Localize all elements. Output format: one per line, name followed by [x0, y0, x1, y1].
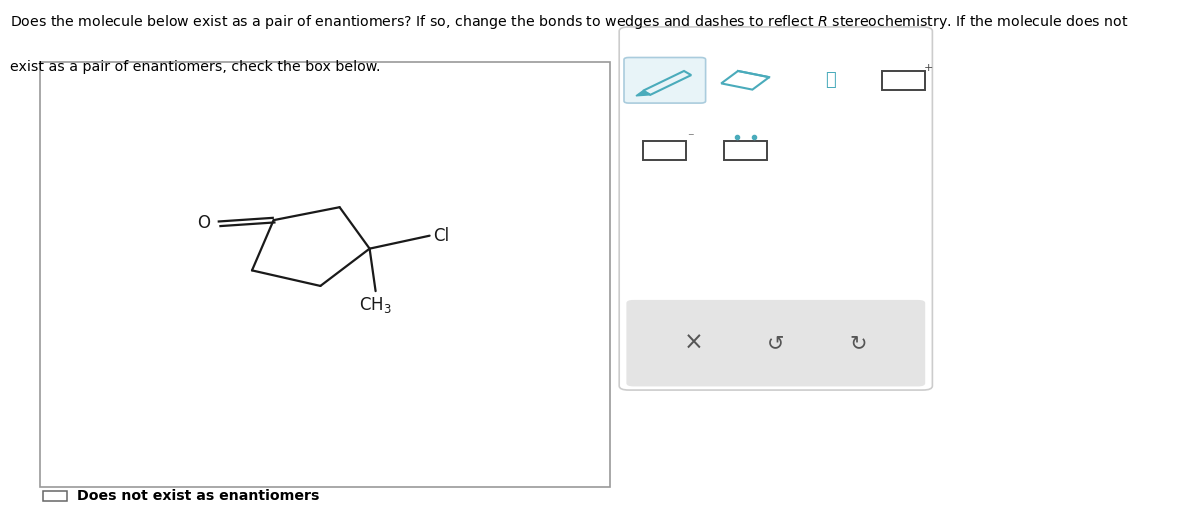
Polygon shape: [636, 91, 650, 96]
Text: Cl: Cl: [433, 227, 449, 244]
Bar: [43, 491, 67, 501]
Text: ⁻: ⁻: [686, 131, 694, 145]
Bar: [643, 141, 686, 160]
Text: ×: ×: [684, 331, 703, 355]
Text: CH$_3$: CH$_3$: [359, 295, 392, 315]
Text: +: +: [924, 63, 934, 73]
FancyBboxPatch shape: [626, 300, 925, 386]
Bar: [724, 141, 767, 160]
Text: O: O: [197, 214, 210, 232]
Text: ↻: ↻: [850, 333, 866, 353]
Text: exist as a pair of enantiomers, check the box below.: exist as a pair of enantiomers, check th…: [10, 60, 380, 74]
FancyBboxPatch shape: [624, 57, 706, 103]
Bar: [882, 71, 925, 90]
FancyBboxPatch shape: [619, 27, 932, 390]
Bar: [40, 62, 610, 487]
Text: ↺: ↺: [767, 333, 785, 353]
Text: ✋: ✋: [826, 71, 835, 89]
Text: Does the molecule below exist as a pair of enantiomers? If so, change the bonds : Does the molecule below exist as a pair …: [10, 13, 1128, 31]
Text: Does not exist as enantiomers: Does not exist as enantiomers: [77, 488, 319, 503]
